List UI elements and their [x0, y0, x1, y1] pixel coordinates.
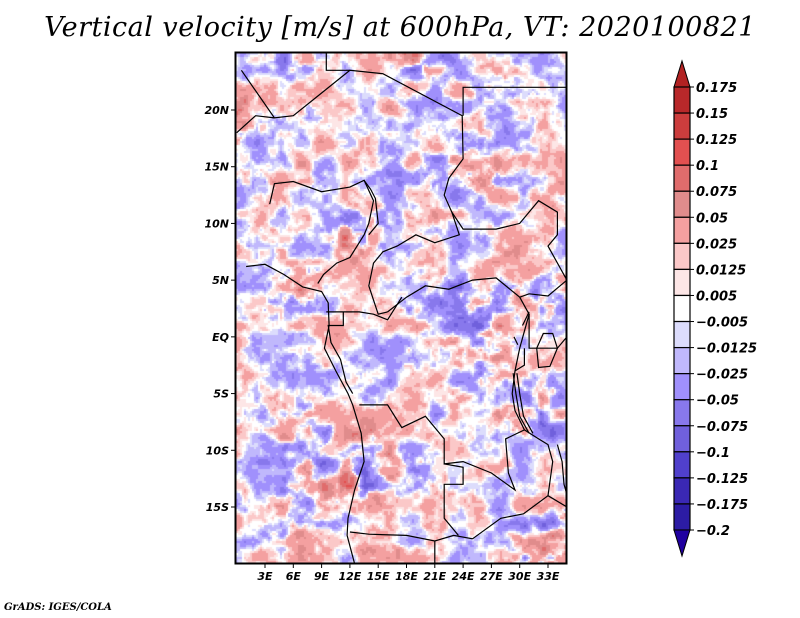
- colorbar-label: −0.0125: [696, 342, 757, 357]
- y-tick-label: 5S: [213, 388, 229, 401]
- border-line: [349, 531, 473, 542]
- border-line: [443, 463, 464, 536]
- colorbar-box: [673, 112, 691, 140]
- colorbar-box: [673, 190, 691, 218]
- colorbar: 0.175 0.15 0.125 0.1 0.075 0.05 0.025 0.0125 0.0…: [673, 59, 757, 558]
- border-line: [536, 332, 559, 369]
- x-tick-label: 21E: [423, 570, 446, 583]
- colorbar-label: 0.05: [696, 211, 728, 226]
- colorbar-box: [673, 138, 691, 166]
- border-line: [246, 263, 365, 563]
- colorbar-box: [673, 477, 691, 505]
- border-line: [547, 495, 566, 508]
- border-line: [363, 179, 379, 236]
- border-line: [514, 348, 525, 372]
- vertical-velocity-field: [236, 53, 566, 563]
- x-axis: 3E 6E 9E 12E 15E 18E 21E 24E 27E 30E 33E: [257, 563, 560, 583]
- colorbar-box: [673, 216, 691, 244]
- colorbar-label: −0.2: [696, 524, 730, 539]
- colorbar-label: −0.1: [696, 446, 730, 461]
- y-tick-label: 15S: [206, 501, 229, 514]
- border-line: [326, 296, 403, 321]
- map-frame: [234, 51, 568, 565]
- colorbar-box: [673, 86, 691, 114]
- colorbar-box: [673, 320, 691, 349]
- border-line: [269, 179, 375, 284]
- colorbar-box: [673, 268, 691, 297]
- y-tick-label: EQ: [212, 331, 229, 344]
- y-tick-label: 20N: [204, 104, 229, 117]
- colorbar-label: 0.005: [696, 289, 737, 304]
- border-line: [325, 53, 350, 71]
- colorbar-top-arrow: [673, 59, 691, 88]
- y-tick-label: 10S: [206, 444, 229, 457]
- colorbar-box: [673, 346, 691, 375]
- border-line: [519, 280, 566, 298]
- colorbar-box: [673, 451, 691, 479]
- x-tick-label: 12E: [338, 570, 361, 583]
- chart-title: Vertical velocity [m/s] at 600hPa, VT: 2…: [44, 12, 756, 43]
- border-line: [556, 444, 566, 494]
- colorbar-label: 0.075: [696, 185, 737, 200]
- colorbar-label: 0.1: [696, 159, 719, 174]
- x-tick-label: 24E: [452, 570, 475, 583]
- colorbar-label: −0.025: [696, 368, 748, 383]
- x-tick-label: 6E: [286, 570, 302, 583]
- colorbar-label: −0.005: [696, 316, 748, 331]
- border-line: [327, 311, 354, 394]
- border-line: [359, 277, 530, 492]
- border-line: [528, 314, 566, 349]
- colorbar-bottom-arrow: [673, 529, 691, 558]
- border-line: [240, 69, 464, 315]
- colorbar-label: −0.075: [696, 420, 748, 435]
- colorbar-box: [673, 164, 691, 192]
- y-tick-label: 10N: [204, 217, 229, 230]
- colorbar-box: [673, 373, 691, 401]
- border-line: [236, 115, 275, 134]
- x-tick-label: 30E: [508, 570, 531, 583]
- colorbar-box: [673, 503, 691, 531]
- border-line: [512, 373, 530, 434]
- border-line: [472, 429, 554, 540]
- x-tick-label: 33E: [537, 570, 560, 583]
- colorbar-box: [673, 294, 691, 323]
- colorbar-label: −0.125: [696, 472, 748, 487]
- colorbar-box: [673, 399, 691, 427]
- colorbar-box: [673, 242, 691, 271]
- border-line: [451, 199, 566, 280]
- y-axis: 20N 15N 10N 5N EQ 5S 10S 15S: [204, 104, 236, 514]
- x-tick-label: 9E: [314, 570, 330, 583]
- border-line: [462, 86, 566, 116]
- border-line: [521, 311, 530, 326]
- colorbar-label: −0.05: [696, 394, 739, 409]
- y-tick-label: 15N: [204, 161, 229, 174]
- y-tick-label: 5N: [212, 274, 229, 287]
- border-line: [513, 336, 519, 346]
- colorbar-label: 0.025: [696, 237, 737, 252]
- x-tick-label: 3E: [257, 570, 273, 583]
- country-borders: [236, 53, 566, 563]
- grads-credit: GrADS: IGES/COLA: [4, 602, 112, 613]
- colorbar-label: 0.15: [696, 107, 728, 122]
- colorbar-label: −0.175: [696, 498, 748, 513]
- colorbar-box: [673, 425, 691, 453]
- colorbar-label: 0.125: [696, 133, 737, 148]
- colorbar-label: 0.175: [696, 81, 737, 96]
- x-tick-label: 18E: [395, 570, 418, 583]
- x-tick-label: 27E: [480, 570, 503, 583]
- x-tick-label: 15E: [367, 570, 390, 583]
- colorbar-label: 0.0125: [696, 263, 746, 278]
- border-line: [516, 373, 534, 434]
